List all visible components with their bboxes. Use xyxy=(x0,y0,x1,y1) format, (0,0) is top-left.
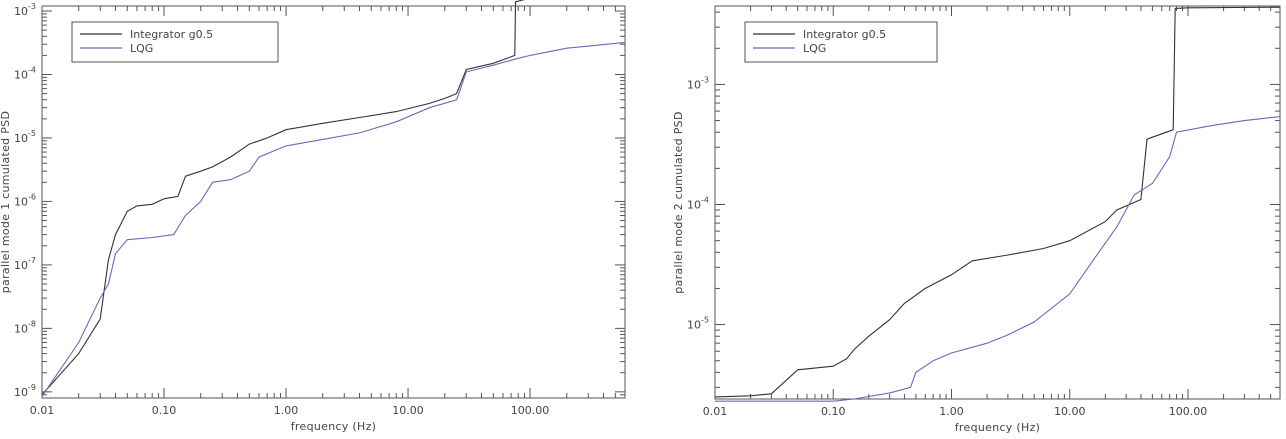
legend-label: Integrator g0.5 xyxy=(803,28,886,41)
x-tick-label: 1.00 xyxy=(274,404,299,417)
y-axis-label: parallel mode 2 cumulated PSD xyxy=(672,111,685,293)
x-axis-label: frequency (Hz) xyxy=(955,421,1041,434)
y-tick-label: 10-3 xyxy=(687,75,709,91)
y-tick-label: 10-4 xyxy=(687,196,709,212)
y-tick-base: 10 xyxy=(687,78,701,91)
x-tick-label: 10.00 xyxy=(392,404,424,417)
y-tick-exponent: -5 xyxy=(701,316,709,325)
series-line-integrator xyxy=(41,0,525,396)
x-tick-label: 0.10 xyxy=(821,405,846,418)
y-tick-exponent: -7 xyxy=(28,256,36,265)
y-tick-label: 10-9 xyxy=(14,383,36,399)
y-tick-base: 10 xyxy=(14,132,28,145)
x-tick-label: 10.00 xyxy=(1054,405,1086,418)
x-axis-label: frequency (Hz) xyxy=(291,420,377,433)
y-tick-base: 10 xyxy=(14,195,28,208)
y-tick-exponent: -9 xyxy=(28,383,36,392)
y-tick-base: 10 xyxy=(14,322,28,335)
y-tick-label: 10-6 xyxy=(14,192,36,208)
y-tick-base: 10 xyxy=(687,319,701,332)
legend-box xyxy=(744,21,938,63)
x-tick-label: 100.00 xyxy=(511,404,550,417)
plot-frame xyxy=(714,5,1281,400)
y-axis-label: parallel mode 1 cumulated PSD xyxy=(0,111,12,293)
y-tick-label: 10-8 xyxy=(14,319,36,335)
x-tick-label: 0.01 xyxy=(703,405,728,418)
y-tick-base: 10 xyxy=(14,68,28,81)
series-line-lqg xyxy=(715,116,1281,402)
x-tick-label: 0.10 xyxy=(152,404,177,417)
x-tick-label: 1.00 xyxy=(939,405,964,418)
y-tick-base: 10 xyxy=(14,5,28,18)
y-tick-exponent: -4 xyxy=(701,196,709,205)
y-tick-label: 10-3 xyxy=(14,2,36,18)
y-tick-exponent: -8 xyxy=(28,319,36,328)
y-tick-base: 10 xyxy=(14,259,28,272)
series-line-integrator xyxy=(714,6,1281,398)
legend-label: Integrator g0.5 xyxy=(130,28,213,41)
series-line-lqg xyxy=(41,41,626,397)
y-tick-exponent: -6 xyxy=(28,192,36,201)
legend-box xyxy=(71,21,279,63)
y-tick-label: 10-7 xyxy=(14,256,36,272)
x-tick-label: 100.00 xyxy=(1169,405,1208,418)
x-tick-label: 0.01 xyxy=(30,404,55,417)
y-tick-exponent: -5 xyxy=(28,129,36,138)
y-tick-label: 10-4 xyxy=(14,65,36,81)
y-tick-base: 10 xyxy=(14,386,28,399)
chart-parallel-mode-2: 0.01 0.10 1.00 10.00 100.0010-510-410-3frequ… xyxy=(672,5,1281,434)
y-tick-exponent: -3 xyxy=(701,75,709,84)
legend-label: LQG xyxy=(130,42,153,55)
y-tick-exponent: -4 xyxy=(28,65,36,74)
plot-frame xyxy=(41,5,626,399)
legend-label: LQG xyxy=(803,42,826,55)
chart-parallel-mode-1: 0.01 0.10 1.00 10.00 100.0010-910-810-710-61… xyxy=(0,0,626,433)
y-tick-base: 10 xyxy=(687,199,701,212)
y-tick-label: 10-5 xyxy=(687,316,709,332)
y-tick-exponent: -3 xyxy=(28,2,36,11)
y-tick-label: 10-5 xyxy=(14,129,36,145)
